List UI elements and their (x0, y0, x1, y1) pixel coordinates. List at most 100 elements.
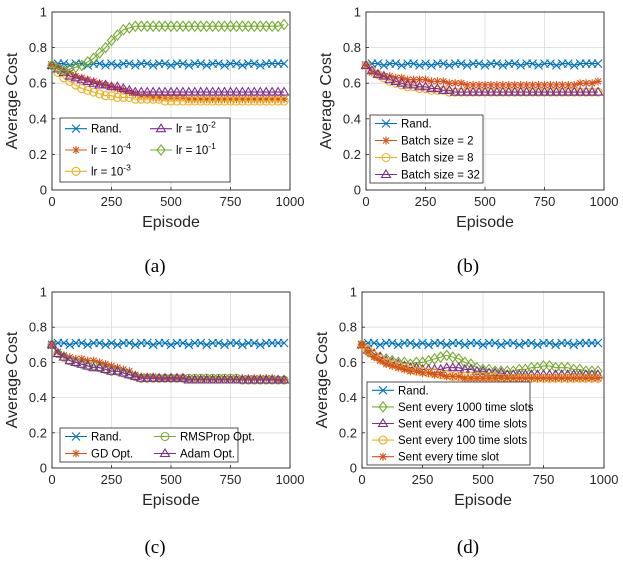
data-point (427, 61, 436, 70)
data-point (551, 340, 560, 350)
legend-marker (380, 168, 392, 179)
data-point (178, 59, 188, 69)
data-point (384, 74, 396, 84)
data-point (153, 372, 165, 382)
data-point (510, 59, 520, 69)
legend-label: Sent every time slot (398, 452, 500, 464)
data-point (189, 86, 201, 96)
data-point (155, 93, 164, 102)
data-point (527, 374, 536, 383)
data-point (379, 61, 389, 70)
legend-item: Sent every 1000 time slots (372, 401, 534, 414)
data-point (424, 368, 433, 377)
data-point (527, 338, 536, 348)
data-point (460, 340, 470, 350)
data-point (95, 89, 105, 99)
data-point (249, 338, 259, 348)
data-point (70, 72, 82, 82)
data-point (575, 374, 584, 383)
data-point (137, 372, 146, 381)
data-point (65, 340, 75, 350)
data-point (183, 374, 195, 384)
data-point (497, 86, 509, 96)
data-point (83, 75, 92, 84)
legend-item: lr = 10-1 (150, 141, 216, 157)
data-point (213, 86, 225, 96)
data-point (59, 338, 69, 348)
data-point (214, 95, 223, 104)
data-point (255, 61, 265, 70)
data-point (360, 59, 372, 69)
data-point (111, 81, 123, 91)
data-point (372, 68, 384, 78)
data-point (593, 59, 603, 69)
legend-label: GD Opt. (91, 449, 133, 461)
data-point (100, 41, 111, 54)
data-point (586, 86, 598, 96)
data-point (279, 338, 289, 348)
data-point (71, 72, 80, 81)
data-point (504, 80, 513, 89)
data-point (83, 85, 93, 95)
x-tick-label: 500 (160, 472, 182, 487)
legend-item: GD Opt. (65, 449, 133, 461)
data-point (442, 340, 452, 350)
data-point (196, 59, 206, 69)
data-point (509, 86, 521, 96)
x-tick-label: 0 (48, 472, 55, 487)
x-tick-label: 0 (362, 194, 369, 209)
data-point (510, 80, 519, 89)
data-point (492, 59, 502, 69)
legend-box (59, 427, 239, 463)
data-point (540, 80, 549, 89)
legend-item: Sent every 400 time slots (372, 417, 527, 431)
data-point (184, 340, 194, 350)
legend-label: Rand. (398, 385, 429, 397)
y-tick-label: 0.4 (29, 111, 47, 126)
data-point (231, 96, 241, 106)
legend: Rand. Batch size = 2 Batch size = 8 Batch s… (369, 114, 484, 184)
data-point (47, 59, 57, 72)
data-point (503, 374, 512, 383)
data-point (593, 374, 602, 383)
data-point (256, 95, 265, 104)
data-point (112, 92, 122, 102)
y-tick-label: 0.6 (339, 355, 357, 370)
y-tick-label: 0.6 (29, 76, 47, 91)
data-point (165, 372, 177, 382)
data-point (569, 61, 579, 70)
data-point (563, 338, 573, 348)
data-point (113, 84, 122, 93)
data-point (238, 61, 247, 70)
legend-marker (155, 123, 167, 133)
data-point (509, 374, 518, 383)
data-point (420, 81, 431, 91)
data-point (576, 79, 585, 88)
data-point (474, 59, 484, 69)
legend-item: Rand. (65, 124, 122, 136)
data-point (88, 77, 100, 87)
legend-item: Rand. (65, 432, 122, 444)
data-point (430, 370, 439, 379)
data-point (214, 59, 223, 69)
legend-box (59, 117, 231, 183)
data-point (546, 80, 555, 89)
legend-marker (156, 144, 166, 156)
data-point (232, 59, 241, 69)
data-point (521, 374, 530, 383)
data-point (106, 91, 117, 101)
legend-marker (379, 452, 387, 461)
data-point (406, 338, 415, 348)
data-point (278, 374, 290, 384)
data-point (195, 374, 207, 384)
data-point (457, 79, 466, 88)
x-tick-label: 1000 (590, 472, 619, 487)
legend-label: Batch size = 8 (401, 153, 474, 165)
data-point (390, 75, 402, 85)
data-point (593, 338, 603, 348)
x-tick-label: 750 (220, 472, 242, 487)
data-point (106, 81, 117, 91)
y-tick-label: 0.6 (29, 355, 47, 370)
data-point (82, 55, 93, 68)
data-point (112, 29, 123, 42)
